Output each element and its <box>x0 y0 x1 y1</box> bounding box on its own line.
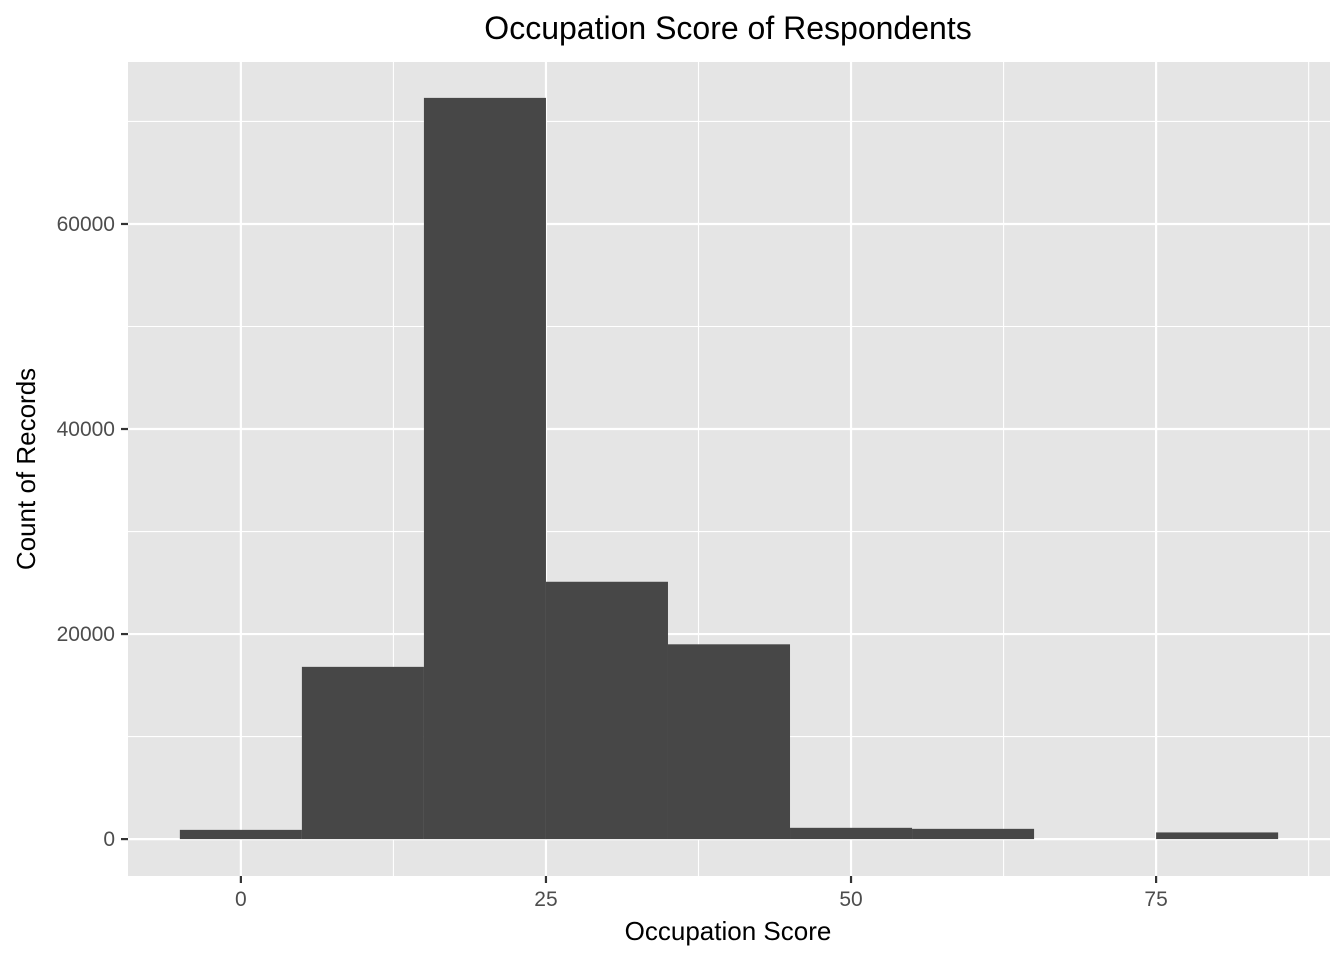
histogram-bar <box>179 829 302 840</box>
x-axis: 0 25 50 75 <box>235 876 1168 911</box>
y-axis-title: Count of Records <box>11 368 41 570</box>
y-tick-label: 40000 <box>57 418 115 441</box>
histogram-bar <box>545 581 668 840</box>
histogram-bars <box>179 97 1279 840</box>
y-axis: 0 20000 40000 60000 <box>57 213 128 851</box>
y-tick-label: 20000 <box>57 623 115 646</box>
x-axis-title: Occupation Score <box>625 916 832 946</box>
histogram-bar <box>301 666 424 840</box>
y-tick-label: 60000 <box>57 213 115 236</box>
chart-title: Occupation Score of Respondents <box>484 10 971 46</box>
histogram-bar <box>667 644 791 840</box>
histogram-bar <box>912 828 1035 840</box>
x-tick-label: 50 <box>839 888 862 911</box>
x-tick-label: 25 <box>534 888 557 911</box>
histogram-bar <box>790 827 913 840</box>
x-tick-label: 75 <box>1144 888 1167 911</box>
histogram-bar <box>423 97 546 840</box>
histogram-bar <box>1156 832 1279 840</box>
grid-minor <box>128 62 1330 876</box>
y-tick-label: 0 <box>103 828 115 851</box>
x-tick-label: 0 <box>235 888 247 911</box>
